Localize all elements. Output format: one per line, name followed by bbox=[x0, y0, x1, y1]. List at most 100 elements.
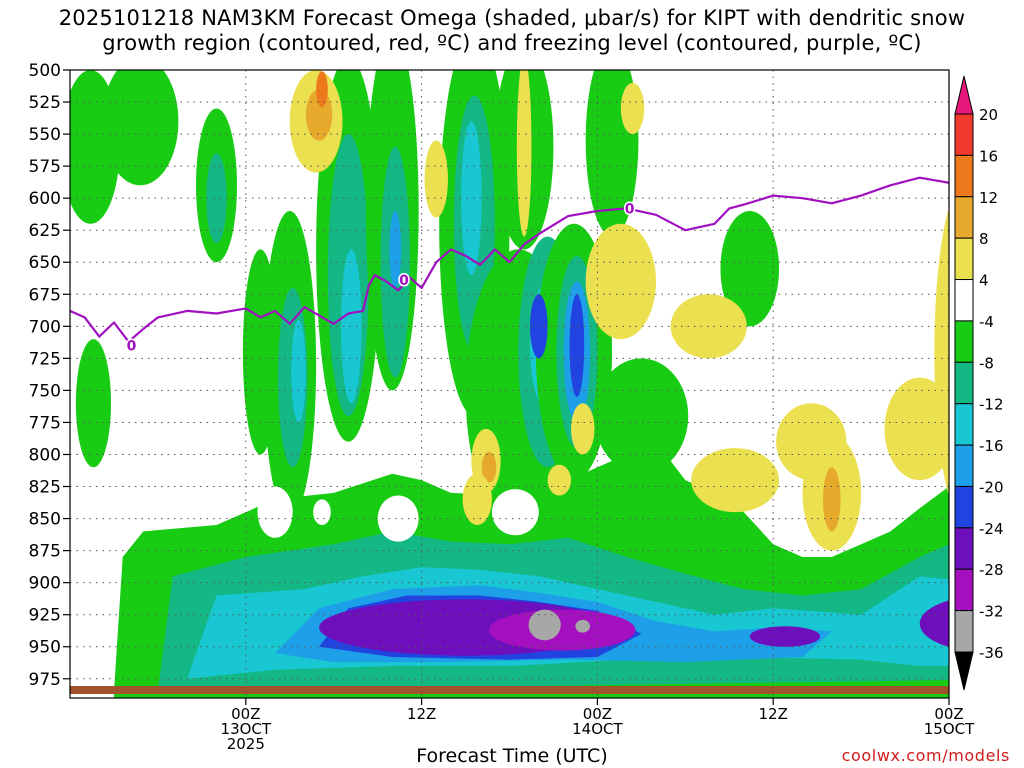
omega-rising-14 bbox=[884, 377, 949, 481]
colorbar-level-4: 4 bbox=[979, 272, 989, 290]
omega-plume-17 bbox=[461, 121, 482, 276]
colorbar-arrow-top bbox=[954, 75, 974, 115]
colorbar-bin-12 bbox=[954, 568, 974, 612]
omega-hole-3 bbox=[313, 499, 331, 525]
omega-plume-2 bbox=[102, 70, 179, 186]
y-tick-label-750: 750 bbox=[29, 381, 61, 401]
omega-core-mid bbox=[749, 626, 821, 647]
omega-colorbar: 20 16 12 8 4 -4 -8 -12 -16 -20 -24 -28 -32 -36 bbox=[954, 75, 1004, 691]
omega-plume-1 bbox=[75, 339, 112, 468]
colorbar-level-13: -36 bbox=[979, 644, 1004, 662]
omega-rising-4 bbox=[516, 70, 532, 237]
x-tick-label-15-0: 00Z bbox=[583, 705, 612, 723]
plot-frame bbox=[69, 69, 950, 699]
omega-plume-14 bbox=[389, 210, 402, 288]
x-tick-label-3-2: 2025 bbox=[227, 735, 265, 753]
x-tick-label-21-0: 12Z bbox=[759, 705, 788, 723]
freezing-level-label-2: 0 bbox=[625, 201, 635, 217]
y-tick-label-525: 525 bbox=[29, 93, 61, 113]
omega-rising-2 bbox=[316, 71, 328, 108]
colorbar-level-3: 8 bbox=[979, 230, 989, 248]
y-tick-label-550: 550 bbox=[29, 125, 61, 145]
colorbar-level-12: -32 bbox=[979, 603, 1004, 621]
colorbar-bin-10 bbox=[954, 485, 974, 529]
colorbar-bin-1 bbox=[954, 113, 974, 156]
y-tick-label-775: 775 bbox=[29, 413, 61, 433]
x-tick-label-15-1: 14OCT bbox=[572, 720, 623, 738]
omega-plume-4 bbox=[206, 153, 227, 244]
colorbar-level-7: -12 bbox=[979, 396, 1004, 414]
omega-rising-19 bbox=[462, 473, 492, 525]
ground-strip bbox=[70, 686, 949, 694]
omega-hole-0 bbox=[257, 486, 293, 538]
omega-plume-11 bbox=[341, 249, 362, 404]
omega-core-gray bbox=[528, 609, 561, 641]
y-tick-label-625: 625 bbox=[29, 221, 61, 241]
omega-hole-1 bbox=[377, 495, 419, 542]
colorbar-bin-3 bbox=[954, 196, 974, 239]
omega-plume-8 bbox=[291, 319, 306, 423]
omega-rising-17 bbox=[481, 451, 497, 483]
y-tick-label-850: 850 bbox=[29, 510, 61, 530]
y-tick-label-600: 600 bbox=[29, 189, 61, 209]
colorbar-bin-7 bbox=[954, 361, 974, 405]
credit-link[interactable]: coolwx.com/models bbox=[841, 746, 1010, 765]
colorbar-bin-4 bbox=[954, 237, 974, 281]
omega-plume-28 bbox=[720, 210, 780, 327]
colorbar-bin-9 bbox=[954, 444, 974, 487]
gridlines bbox=[70, 70, 949, 698]
y-tick-label-825: 825 bbox=[29, 478, 61, 498]
x-tick-label-27-0: 00Z bbox=[934, 705, 963, 723]
omega-core-gray-small bbox=[575, 619, 591, 633]
colorbar-level-1: 16 bbox=[979, 147, 998, 165]
omega-rising-11 bbox=[823, 467, 841, 532]
omega-rising-5 bbox=[585, 223, 657, 340]
colorbar-arrow-bottom bbox=[954, 651, 974, 691]
freezing-level-contour: 0 0 0 bbox=[70, 176, 949, 356]
y-axis: 500 525 550 575 600 625 650 675 700 725 750 775 800 8… bbox=[29, 61, 70, 690]
x-tick-label-3-0: 00Z bbox=[231, 705, 260, 723]
y-tick-label-975: 975 bbox=[29, 670, 61, 690]
omega-plume-29 bbox=[594, 358, 689, 474]
colorbar-level-10: -24 bbox=[979, 520, 1004, 538]
y-tick-label-875: 875 bbox=[29, 542, 61, 562]
omega-hole-2 bbox=[491, 489, 539, 536]
freezing-level-line bbox=[70, 176, 949, 343]
freezing-level-label-0: 0 bbox=[127, 339, 137, 355]
x-tick-label-27-1: 15OCT bbox=[924, 720, 975, 738]
title-line-1: 2025101218 NAM3KM Forecast Omega (shaded… bbox=[58, 6, 966, 30]
omega-rising-18 bbox=[571, 403, 595, 455]
colorbar-level-8: -16 bbox=[979, 437, 1004, 455]
colorbar-bin-11 bbox=[954, 527, 974, 570]
colorbar-bin-6 bbox=[954, 320, 974, 363]
omega-rising-20 bbox=[547, 464, 572, 496]
colorbar-level-11: -28 bbox=[979, 561, 1004, 579]
y-tick-label-650: 650 bbox=[29, 253, 61, 273]
colorbar-bin-2 bbox=[954, 154, 974, 198]
x-axis-title: Forecast Time (UTC) bbox=[416, 745, 608, 767]
colorbar-level-6: -8 bbox=[979, 354, 994, 372]
title-line-2: growth region (contoured, red, ºC) and f… bbox=[102, 31, 922, 55]
omega-shading bbox=[70, 70, 949, 698]
omega-rising-7 bbox=[670, 294, 747, 359]
omega-core-east bbox=[919, 600, 949, 647]
freezing-level-label-1: 0 bbox=[399, 273, 409, 289]
x-tick-label-3-1: 13OCT bbox=[221, 720, 272, 738]
omega-rising-9 bbox=[691, 448, 780, 513]
colorbar-bin-5 bbox=[954, 279, 974, 322]
omega-rising-3 bbox=[424, 140, 448, 218]
x-tick-label-9-0: 12Z bbox=[407, 705, 436, 723]
colorbar-level-9: -20 bbox=[979, 478, 1004, 496]
y-tick-label-950: 950 bbox=[29, 638, 61, 658]
chart-title: 2025101218 NAM3KM Forecast Omega (shaded… bbox=[0, 6, 1024, 56]
y-tick-label-500: 500 bbox=[29, 61, 61, 81]
omega-plume-25 bbox=[569, 294, 585, 397]
y-tick-label-725: 725 bbox=[29, 349, 61, 369]
colorbar-bin-13 bbox=[954, 610, 974, 653]
y-tick-label-925: 925 bbox=[29, 606, 61, 626]
colorbar-level-5: -4 bbox=[979, 313, 994, 331]
y-tick-label-700: 700 bbox=[29, 317, 61, 337]
colorbar-bin-8 bbox=[954, 403, 974, 446]
